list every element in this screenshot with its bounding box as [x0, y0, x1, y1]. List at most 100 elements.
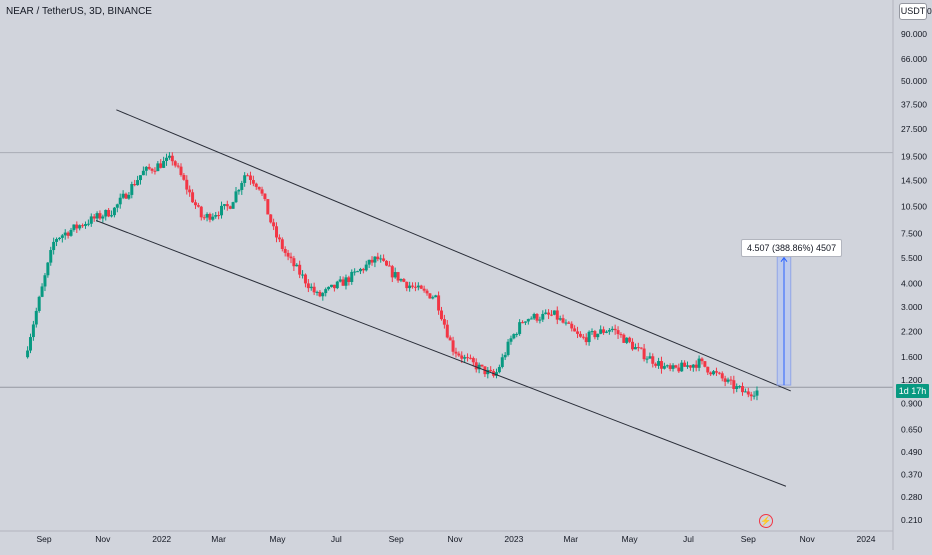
time-axis-labels: Sep Nov 2022 Mar May Jul Sep Nov 2023 Mar May Jul Se…: [36, 534, 875, 544]
candle: [688, 365, 692, 371]
price-tick-label: 1.200: [901, 375, 923, 385]
price-tick-label: 37.500: [901, 99, 927, 109]
candle: [474, 358, 478, 373]
candle: [101, 214, 105, 223]
candle: [471, 356, 475, 367]
candle: [110, 210, 114, 218]
trendline[interactable]: [116, 109, 791, 392]
candle: [196, 202, 200, 208]
price-axis-labels: 120.00090.00066.00050.00037.50027.50019.…: [901, 6, 932, 525]
price-tick-label: 7.500: [901, 228, 923, 238]
candle: [251, 175, 255, 187]
candle: [434, 294, 438, 298]
candle: [277, 234, 281, 243]
candle: [665, 364, 669, 368]
candle: [746, 387, 750, 398]
candle: [208, 212, 212, 223]
candle: [237, 189, 241, 195]
candle: [521, 320, 525, 324]
candle: [431, 295, 435, 300]
grid-layer: [0, 152, 893, 388]
candle: [202, 214, 206, 221]
candle: [330, 284, 334, 288]
candle: [57, 237, 61, 241]
price-tick-label: 27.500: [901, 124, 927, 134]
candle: [185, 175, 189, 195]
candle: [283, 246, 287, 257]
candle: [309, 283, 313, 291]
candle: [214, 211, 218, 219]
candle: [729, 376, 733, 385]
candle: [191, 189, 195, 203]
time-tick-label: May: [622, 534, 639, 544]
candle: [199, 205, 203, 221]
price-tick-label: 0.650: [901, 424, 923, 434]
price-tick-label: 0.280: [901, 492, 923, 502]
candle: [225, 200, 229, 211]
candle: [301, 270, 305, 279]
candle: [34, 307, 38, 328]
candle: [98, 210, 102, 221]
candle: [697, 355, 701, 372]
candle: [712, 370, 716, 376]
candle: [141, 166, 145, 176]
candle: [515, 332, 519, 338]
candle: [509, 335, 513, 345]
candle: [625, 337, 629, 345]
candle: [639, 347, 643, 350]
current-price-countdown: 1d 17h: [896, 384, 929, 398]
candle: [581, 334, 585, 340]
candle: [379, 254, 383, 263]
candle: [112, 207, 116, 218]
candle: [454, 347, 458, 358]
price-axis-panel[interactable]: [893, 0, 932, 550]
candle: [246, 173, 250, 177]
candle: [159, 159, 163, 169]
candle: [92, 214, 96, 222]
symbol-title[interactable]: NEAR / TetherUS, 3D, BINANCE: [6, 6, 152, 17]
candle: [370, 256, 374, 266]
candle: [269, 214, 273, 224]
candle: [318, 290, 322, 298]
measure-label[interactable]: 4.507 (388.86%) 4507: [741, 239, 843, 257]
candle: [353, 268, 357, 276]
currency-badge[interactable]: USDT: [899, 3, 927, 20]
candle: [393, 267, 397, 279]
candle: [182, 172, 186, 181]
candle: [691, 364, 695, 372]
candle: [518, 319, 522, 336]
candle: [341, 276, 345, 286]
candle: [234, 186, 238, 204]
time-tick-label: Mar: [211, 534, 226, 544]
candle: [376, 252, 380, 262]
candle: [671, 363, 675, 372]
drawing-layer[interactable]: [95, 109, 792, 487]
candle: [312, 282, 316, 296]
measure-tool[interactable]: [776, 256, 792, 386]
candle: [46, 262, 50, 278]
candle: [547, 309, 551, 320]
candle: [564, 319, 568, 326]
candle: [136, 175, 140, 186]
price-tick-label: 19.500: [901, 152, 927, 162]
candle: [506, 339, 510, 357]
candle: [584, 333, 588, 346]
candle: [651, 353, 655, 368]
candle: [188, 185, 192, 197]
candle: [150, 167, 154, 174]
candle: [439, 306, 443, 321]
candle: [167, 152, 171, 160]
lightning-icon[interactable]: ⚡: [759, 514, 773, 528]
candle: [442, 314, 446, 329]
candle: [622, 333, 626, 344]
candle: [28, 333, 32, 354]
candle: [83, 221, 87, 229]
trendline[interactable]: [95, 220, 787, 487]
candle: [567, 321, 571, 324]
candle: [732, 375, 736, 394]
candle: [220, 201, 224, 219]
candle: [411, 282, 415, 289]
